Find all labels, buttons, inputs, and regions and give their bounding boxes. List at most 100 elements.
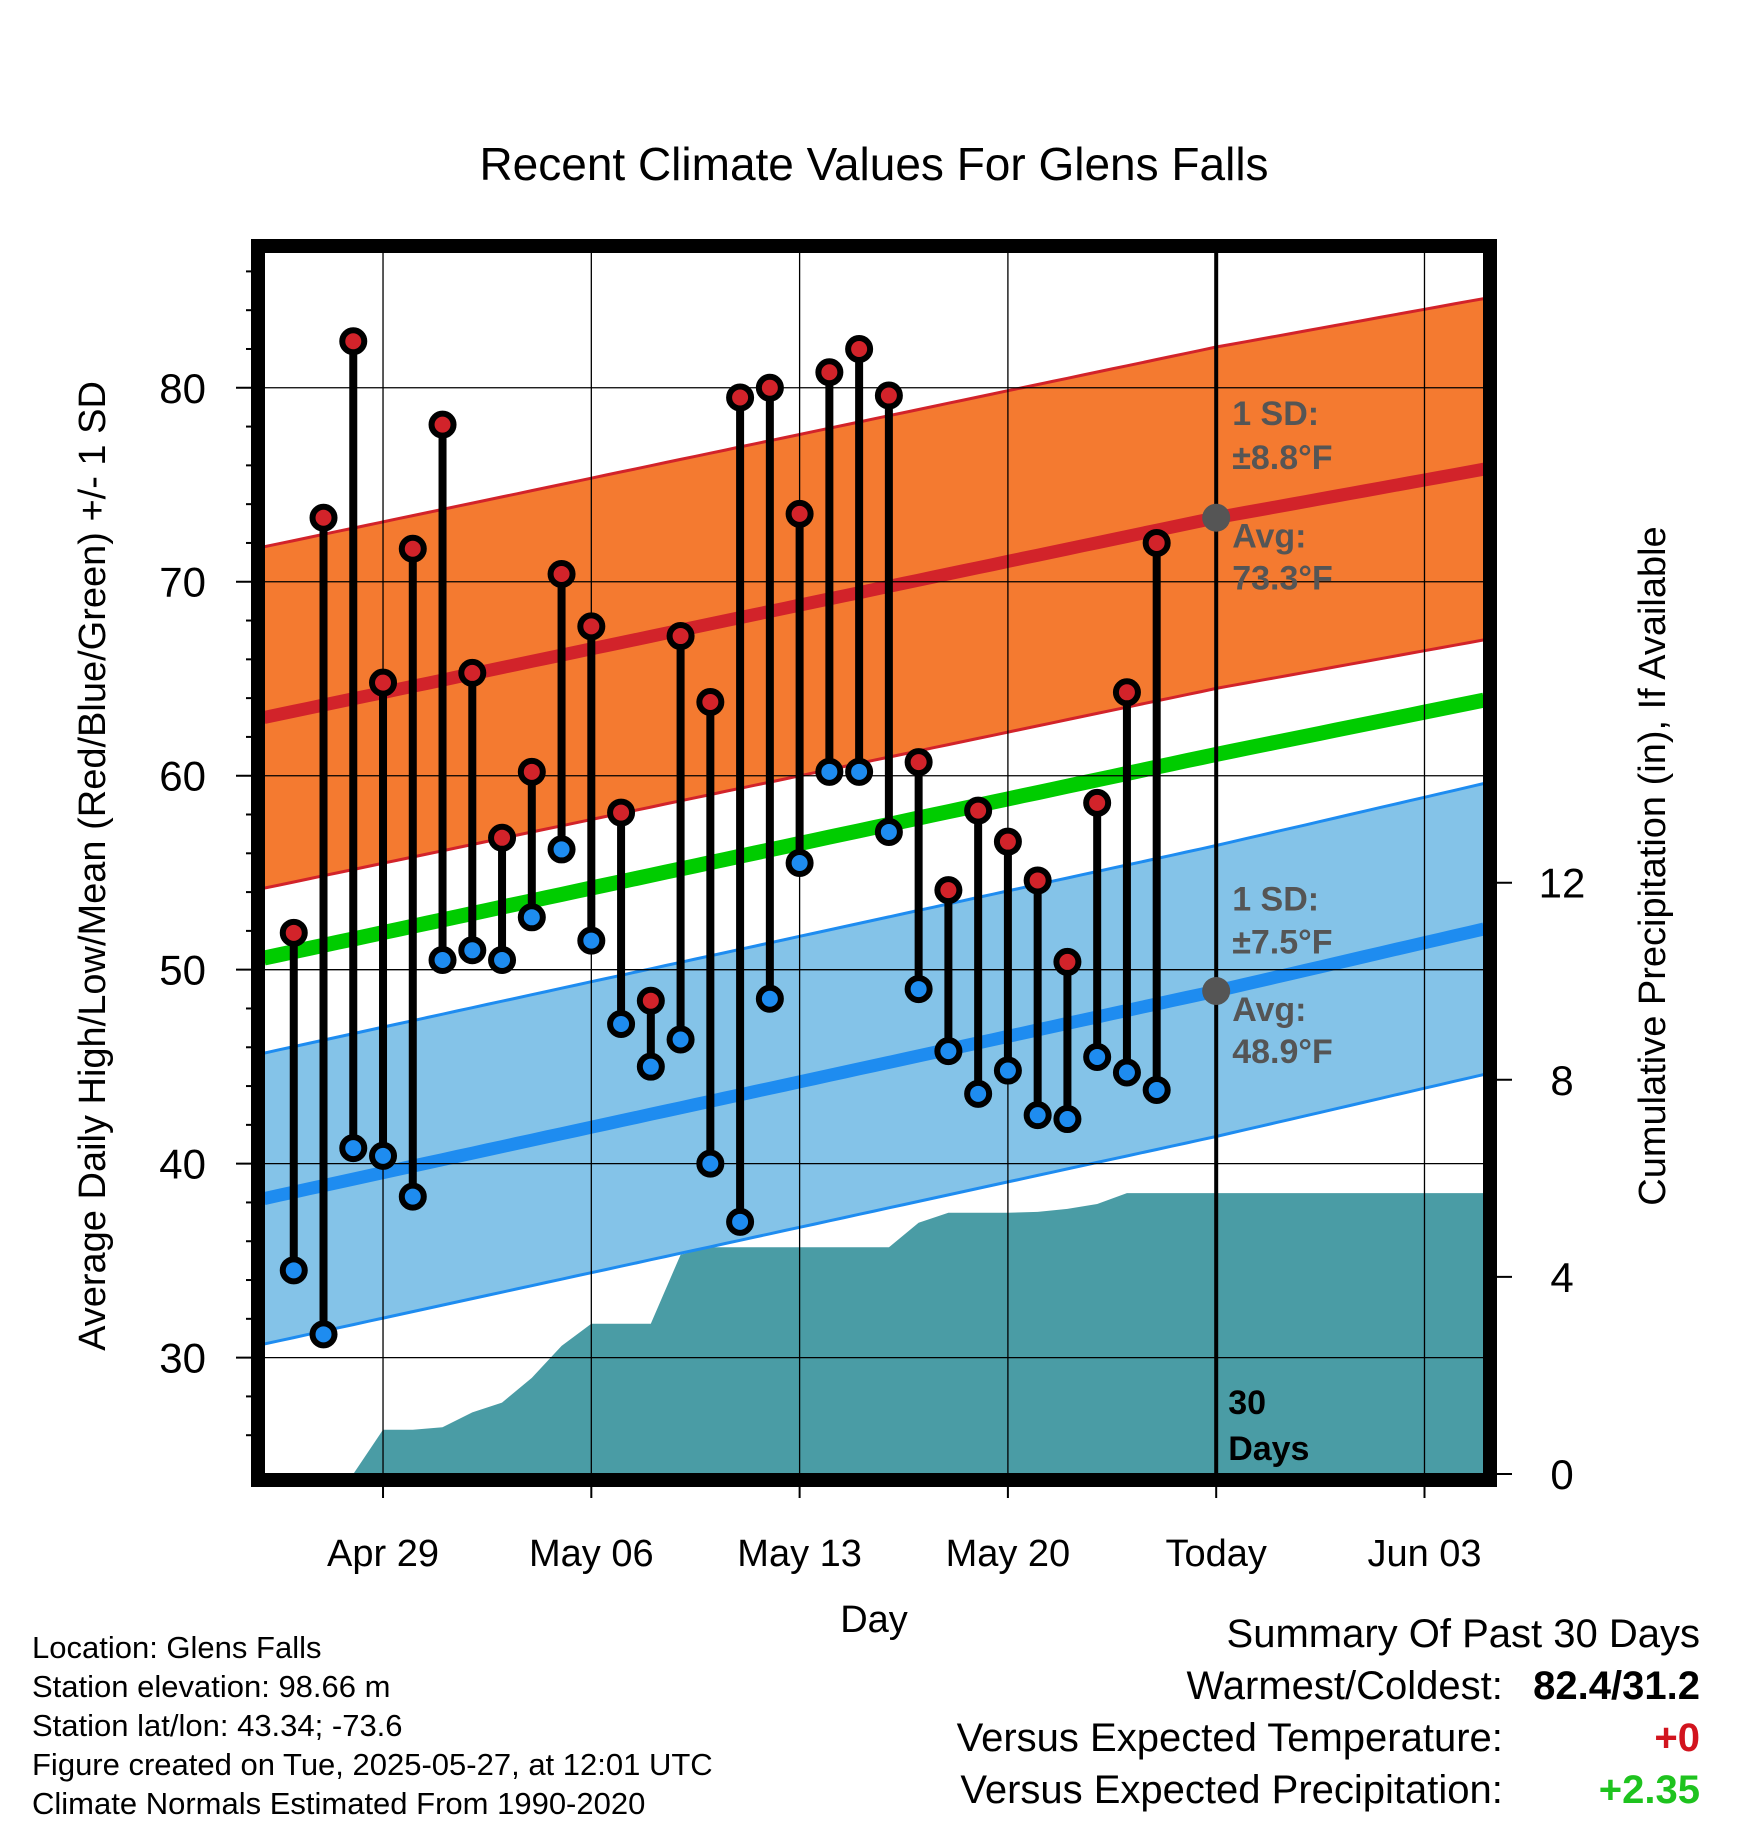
low-temp-point bbox=[1142, 1075, 1171, 1104]
high-temp-point bbox=[398, 534, 427, 563]
today-avg-low-marker bbox=[1202, 977, 1231, 1006]
high-temp-point bbox=[1023, 866, 1052, 895]
high-temp-point bbox=[1142, 528, 1171, 557]
high-temp-point bbox=[696, 688, 725, 717]
high-temp-point bbox=[904, 748, 933, 777]
y2-tick-label: 4 bbox=[1550, 1254, 1573, 1301]
high-temp-point bbox=[369, 668, 398, 697]
location-text: Location: Glens Falls bbox=[32, 1630, 322, 1665]
y2-tick-label: 12 bbox=[1539, 860, 1586, 907]
low-temp-point bbox=[458, 936, 487, 965]
high-temp-point bbox=[1112, 678, 1141, 707]
high-sd-value: ±8.8°F bbox=[1232, 439, 1332, 477]
high-temp-point bbox=[666, 622, 695, 651]
low-temp-point bbox=[488, 945, 517, 974]
high-temp-point bbox=[577, 612, 606, 641]
station-info: Location: Glens Falls Station elevation:… bbox=[32, 1628, 713, 1823]
low-temp-point bbox=[547, 835, 576, 864]
y2-tick-label: 0 bbox=[1550, 1451, 1573, 1498]
low-temp-point bbox=[577, 926, 606, 955]
today-days-label: Days bbox=[1228, 1430, 1309, 1468]
high-temp-point bbox=[488, 823, 517, 852]
low-temp-point bbox=[964, 1079, 993, 1108]
today-avg-high-marker bbox=[1202, 503, 1231, 532]
high-sd-label: 1 SD: bbox=[1232, 395, 1319, 433]
low-temp-point bbox=[309, 1320, 338, 1349]
warm-cold-label: Warmest/Coldest: bbox=[1186, 1664, 1503, 1708]
temp-value: +0 bbox=[1654, 1716, 1700, 1760]
chart-title: Recent Climate Values For Glens Falls bbox=[479, 138, 1268, 190]
low-temp-point bbox=[1053, 1105, 1082, 1134]
high-temp-point bbox=[279, 918, 308, 947]
plot-frame bbox=[251, 239, 1497, 1487]
low-temp-point bbox=[1023, 1101, 1052, 1130]
precipitation-area bbox=[323, 1193, 1484, 1474]
high-band-upper-edge bbox=[264, 297, 1484, 549]
high-temp-point bbox=[458, 658, 487, 687]
elevation-text: Station elevation: 98.66 m bbox=[32, 1669, 391, 1704]
low-band-upper-edge bbox=[264, 782, 1484, 1055]
low-sd-value: ±7.5°F bbox=[1232, 924, 1332, 962]
low-temp-point bbox=[934, 1037, 963, 1066]
high-temp-point bbox=[785, 499, 814, 528]
avg-mean-line bbox=[264, 692, 1484, 966]
high-avg-value: 73.3°F bbox=[1232, 560, 1333, 598]
summary-title: Summary Of Past 30 Days bbox=[1226, 1612, 1700, 1656]
low-temp-point bbox=[636, 1052, 665, 1081]
high-temp-point bbox=[934, 876, 963, 905]
y-tick-label: 70 bbox=[159, 559, 206, 606]
high-temp-point bbox=[815, 358, 844, 387]
x-tick-label: May 20 bbox=[946, 1533, 1071, 1575]
normals-text: Climate Normals Estimated From 1990-2020 bbox=[32, 1786, 646, 1821]
high-temp-point bbox=[636, 986, 665, 1015]
low-temp-point bbox=[874, 817, 903, 846]
low-temp-point bbox=[696, 1149, 725, 1178]
low-sd-label: 1 SD: bbox=[1232, 881, 1319, 919]
temp-label: Versus Expected Temperature: bbox=[956, 1716, 1503, 1760]
low-temp-point bbox=[845, 757, 874, 786]
x-tick-label: Jun 03 bbox=[1367, 1533, 1481, 1575]
low-temp-point bbox=[517, 903, 546, 932]
y-tick-label: 80 bbox=[159, 365, 206, 412]
low-temp-point bbox=[666, 1025, 695, 1054]
high-temp-point bbox=[309, 503, 338, 532]
y-axis-label: Average Daily High/Low/Mean (Red/Blue/Gr… bbox=[72, 381, 114, 1351]
high-temp-point bbox=[607, 798, 636, 827]
high-temp-point bbox=[428, 410, 457, 439]
warm-cold-value: 82.4/31.2 bbox=[1533, 1664, 1700, 1708]
high-temp-point bbox=[755, 373, 784, 402]
x-tick-label: Apr 29 bbox=[327, 1533, 439, 1575]
low-avg-label: Avg: bbox=[1232, 991, 1306, 1029]
y-tick-label: 30 bbox=[159, 1335, 206, 1382]
today-days-number: 30 bbox=[1228, 1384, 1266, 1422]
precip-label: Versus Expected Precipitation: bbox=[960, 1768, 1503, 1812]
high-temp-point bbox=[845, 334, 874, 363]
high-temp-point bbox=[547, 559, 576, 588]
low-temp-point bbox=[726, 1207, 755, 1236]
high-temp-point bbox=[339, 327, 368, 356]
high-temp-point bbox=[874, 381, 903, 410]
high-band-lower-edge bbox=[264, 638, 1484, 890]
created-text: Figure created on Tue, 2025-05-27, at 12… bbox=[32, 1747, 713, 1782]
summary-panel: Summary Of Past 30 Days Warmest/Coldest:… bbox=[957, 1608, 1700, 1816]
high-temp-point bbox=[1083, 788, 1112, 817]
latlon-text: Station lat/lon: 43.34; -73.6 bbox=[32, 1708, 403, 1743]
low-temp-point bbox=[785, 849, 814, 877]
precip-value: +2.35 bbox=[1598, 1768, 1700, 1812]
high-temp-point bbox=[964, 796, 993, 825]
y-tick-label: 50 bbox=[159, 947, 206, 994]
high-avg-label: Avg: bbox=[1232, 518, 1306, 556]
low-temp-point bbox=[607, 1009, 636, 1038]
low-temp-point bbox=[279, 1256, 308, 1285]
x-axis-label: Day bbox=[840, 1599, 908, 1641]
avg-low-line bbox=[264, 922, 1484, 1205]
x-tick-label: May 06 bbox=[529, 1533, 654, 1575]
low-avg-value: 48.9°F bbox=[1232, 1033, 1333, 1071]
low-temp-point bbox=[428, 945, 457, 974]
low-temp-point bbox=[993, 1056, 1022, 1085]
low-band-lower-edge bbox=[264, 1072, 1484, 1346]
low-temp-point bbox=[339, 1134, 368, 1163]
low-temp-point bbox=[398, 1182, 427, 1211]
low-temp-point bbox=[815, 757, 844, 786]
